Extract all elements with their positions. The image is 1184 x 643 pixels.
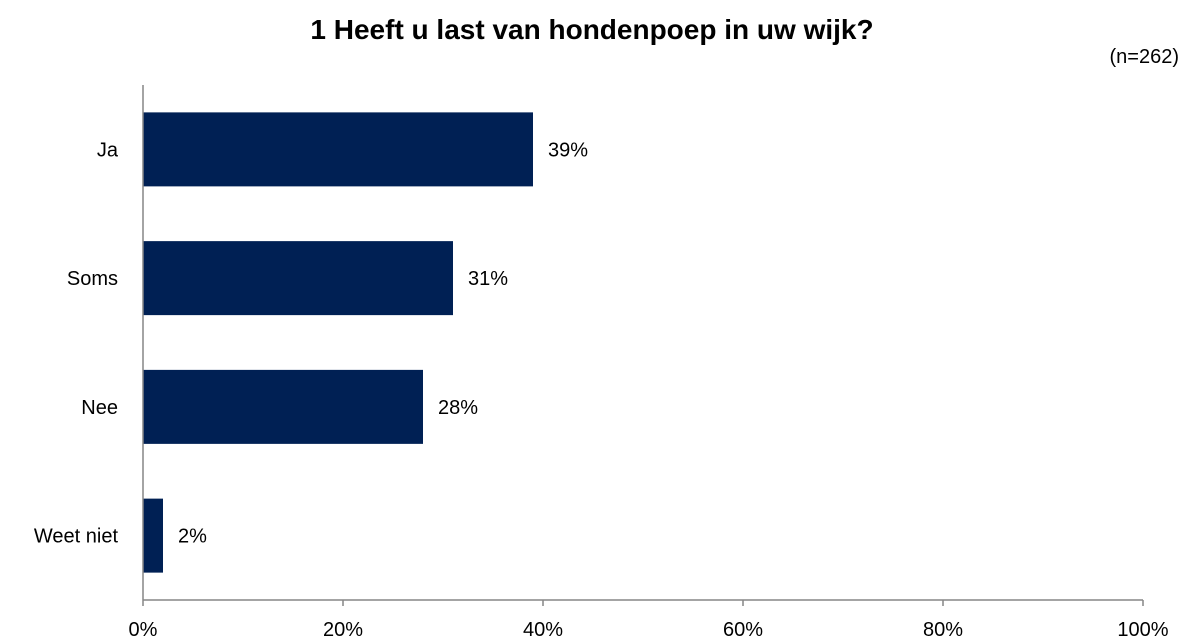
x-tick-label: 40% (523, 619, 563, 641)
category-label: Ja (97, 139, 119, 161)
bar-soms (143, 241, 453, 316)
x-tick-label: 20% (323, 619, 363, 641)
x-tick-label: 100% (1117, 619, 1168, 641)
axis-layer: 0% 20% 40% 60% 80% 100% (129, 85, 1169, 641)
labels-layer: Ja 39% Soms 31% Nee 28% Weet niet 2% (34, 139, 588, 547)
chart-title: 1 Heeft u last van hondenpoep in uw wijk… (310, 14, 874, 45)
x-tick-label: 60% (723, 619, 763, 641)
bars-layer (143, 112, 533, 573)
data-label: 31% (468, 268, 508, 290)
x-tick-label: 80% (923, 619, 963, 641)
data-label: 39% (548, 139, 588, 161)
sample-size-note: (n=262) (1109, 46, 1180, 68)
bar-nee (143, 369, 423, 444)
bar-weet-niet (143, 498, 163, 573)
category-label: Nee (81, 397, 118, 419)
x-tick-label: 0% (129, 619, 158, 641)
category-label: Soms (67, 268, 118, 290)
category-label: Weet niet (34, 526, 119, 548)
data-label: 28% (438, 397, 478, 419)
data-label: 2% (178, 526, 207, 548)
bar-ja (143, 112, 533, 187)
